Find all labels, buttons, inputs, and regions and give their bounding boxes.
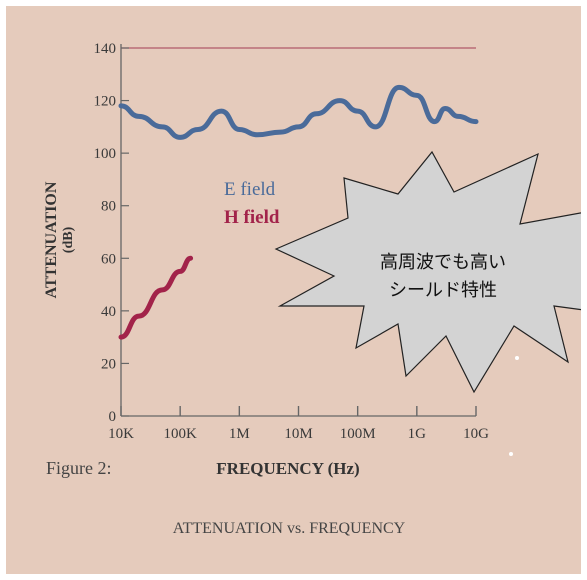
figure-label: Figure 2: (46, 458, 112, 478)
data-point (161, 289, 164, 291)
data-point (398, 86, 400, 89)
sparkle-dot (509, 452, 513, 456)
x-tick-label: 100K (163, 426, 197, 442)
callout-burst: 高周波でも高い シールド特性 (274, 150, 581, 394)
data-point (220, 110, 223, 112)
data-point (138, 315, 140, 317)
series-line-e-field (118, 84, 479, 140)
data-point (279, 131, 282, 133)
series-line-h-field (118, 255, 194, 340)
legend-h-field: H field (224, 207, 280, 228)
data-point (189, 257, 192, 260)
data-point (457, 115, 459, 118)
callout-line-1: 高周波でも高い (380, 252, 506, 273)
data-point (197, 128, 199, 131)
y-tick-label: 0 (109, 409, 117, 425)
y-tick-label: 140 (94, 41, 117, 57)
series-lines (118, 84, 479, 340)
data-point (416, 94, 418, 97)
data-point (356, 110, 359, 112)
tick-labels: 0 20 40 60 80 100 120 140 10K 100K 1M 10M 100M 1G 10G (94, 41, 490, 442)
x-tick-label: 10G (463, 426, 489, 442)
data-point (256, 133, 258, 136)
y-tick-label: 60 (101, 251, 116, 267)
data-point (444, 107, 446, 110)
x-tick-label: 10M (284, 426, 312, 442)
data-point (120, 336, 122, 338)
x-tick-label: 1G (408, 426, 427, 442)
data-point (238, 128, 241, 131)
legend-e-field: E field (224, 179, 276, 200)
starburst-shape (274, 150, 581, 394)
figure-caption: ATTENUATION vs. FREQUENCY (173, 520, 406, 537)
y-axis-unit: (dB) (61, 226, 76, 253)
data-point (339, 99, 341, 102)
data-point (179, 270, 181, 273)
data-point (120, 105, 122, 107)
y-tick-label: 40 (101, 304, 116, 320)
x-tick-label: 1M (229, 426, 250, 442)
x-tick-label: 10K (108, 426, 134, 442)
y-tick-label: 120 (94, 94, 117, 110)
data-point (374, 126, 377, 128)
y-tick-label: 100 (94, 146, 117, 162)
sparkle-dot (515, 356, 519, 360)
axes (120, 44, 477, 417)
x-axis-title: FREQUENCY (Hz) (216, 459, 359, 478)
data-point (138, 115, 140, 118)
y-axis-title: ATTENUATION (43, 181, 60, 298)
y-tick-label: 20 (101, 356, 116, 372)
x-tick-label: 100M (340, 426, 376, 442)
data-point (433, 120, 436, 123)
data-point (315, 112, 318, 115)
data-point (475, 120, 477, 123)
data-point (161, 126, 164, 128)
data-point (297, 126, 300, 128)
y-tick-label: 80 (101, 199, 116, 215)
data-point (179, 136, 181, 139)
callout-line-2: シールド特性 (389, 280, 497, 301)
figure-panel: 0 20 40 60 80 100 120 140 10K 100K 1M 10M 100M 1G 10G … (6, 6, 581, 574)
